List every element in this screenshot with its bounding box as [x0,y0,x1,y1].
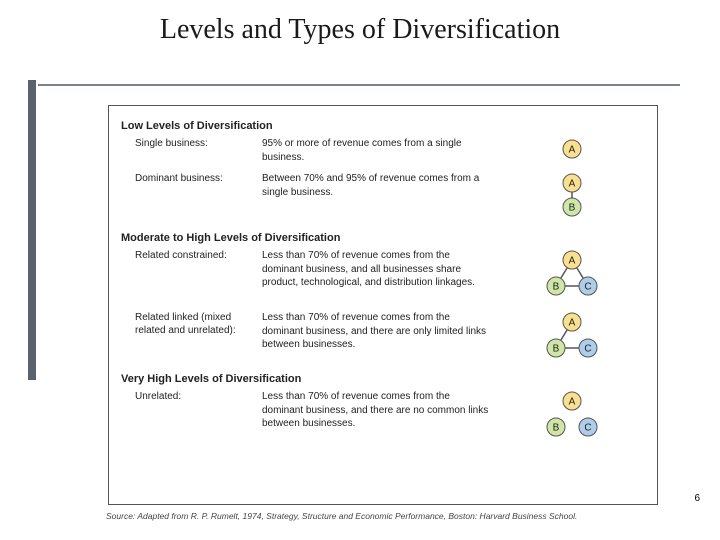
definition-row: Related linked (mixed related and unrela… [121,311,645,359]
node-A: A [563,140,581,158]
type-label: Single business: [121,137,256,150]
section-heading: Very High Levels of Diversification [121,373,645,385]
page-title: Levels and Types of Diversification [0,0,720,56]
node-C: C [579,277,597,295]
svg-text:A: A [568,318,575,329]
diagram-cell: A [498,137,645,161]
svg-text:B: B [552,344,559,355]
decorative-rail [28,80,36,380]
diagram-cell: AB [498,172,645,218]
node-B: B [547,277,565,295]
type-description: Less than 70% of revenue comes from the … [262,311,492,352]
diagram: A B C [545,390,599,438]
node-B: B [563,198,581,216]
node-B: B [547,339,565,357]
definition-row: Related constrained: Less than 70% of rev… [121,249,645,297]
section-heading: Low Levels of Diversification [121,120,645,132]
node-A: A [563,392,581,410]
type-description: 95% or more of revenue comes from a sing… [262,137,492,164]
definition-row: Dominant business: Between 70% and 95% of… [121,172,645,218]
source-citation: Source: Adapted from R. P. Rumelt, 1974,… [106,511,660,522]
svg-text:B: B [552,282,559,293]
diagram: AB [561,172,583,218]
svg-text:B: B [552,423,559,434]
node-A: A [563,313,581,331]
title-underline [38,84,680,86]
diagram-cell: A B C [498,311,645,359]
figure-panel: Low Levels of Diversification Single busi… [108,105,658,505]
type-label: Dominant business: [121,172,256,185]
svg-text:C: C [584,423,591,434]
page-number: 6 [694,493,700,504]
type-description: Less than 70% of revenue comes from the … [262,249,492,290]
svg-text:B: B [568,203,575,214]
diagram: A B C [545,249,599,297]
svg-text:C: C [584,282,591,293]
svg-text:A: A [568,256,575,267]
svg-text:A: A [568,145,575,156]
diagram: A [561,138,583,160]
edge [560,330,567,341]
node-A: A [563,174,581,192]
type-label: Related constrained: [121,249,256,262]
node-C: C [579,339,597,357]
diagram-cell: A B C [498,249,645,297]
node-B: B [547,418,565,436]
svg-text:A: A [568,179,575,190]
section-heading: Moderate to High Levels of Diversificati… [121,232,645,244]
definition-row: Single business: 95% or more of revenue c… [121,137,645,164]
type-label: Unrelated: [121,390,256,403]
diagram-cell: A B C [498,390,645,438]
node-C: C [579,418,597,436]
type-description: Less than 70% of revenue comes from the … [262,390,492,431]
type-label: Related linked (mixed related and unrela… [121,311,256,337]
edge [576,268,583,279]
type-description: Between 70% and 95% of revenue comes fro… [262,172,492,199]
definition-row: Unrelated: Less than 70% of revenue comes… [121,390,645,438]
svg-text:C: C [584,344,591,355]
svg-text:A: A [568,397,575,408]
diagram: A B C [545,311,599,359]
node-A: A [563,251,581,269]
edge [560,268,567,279]
